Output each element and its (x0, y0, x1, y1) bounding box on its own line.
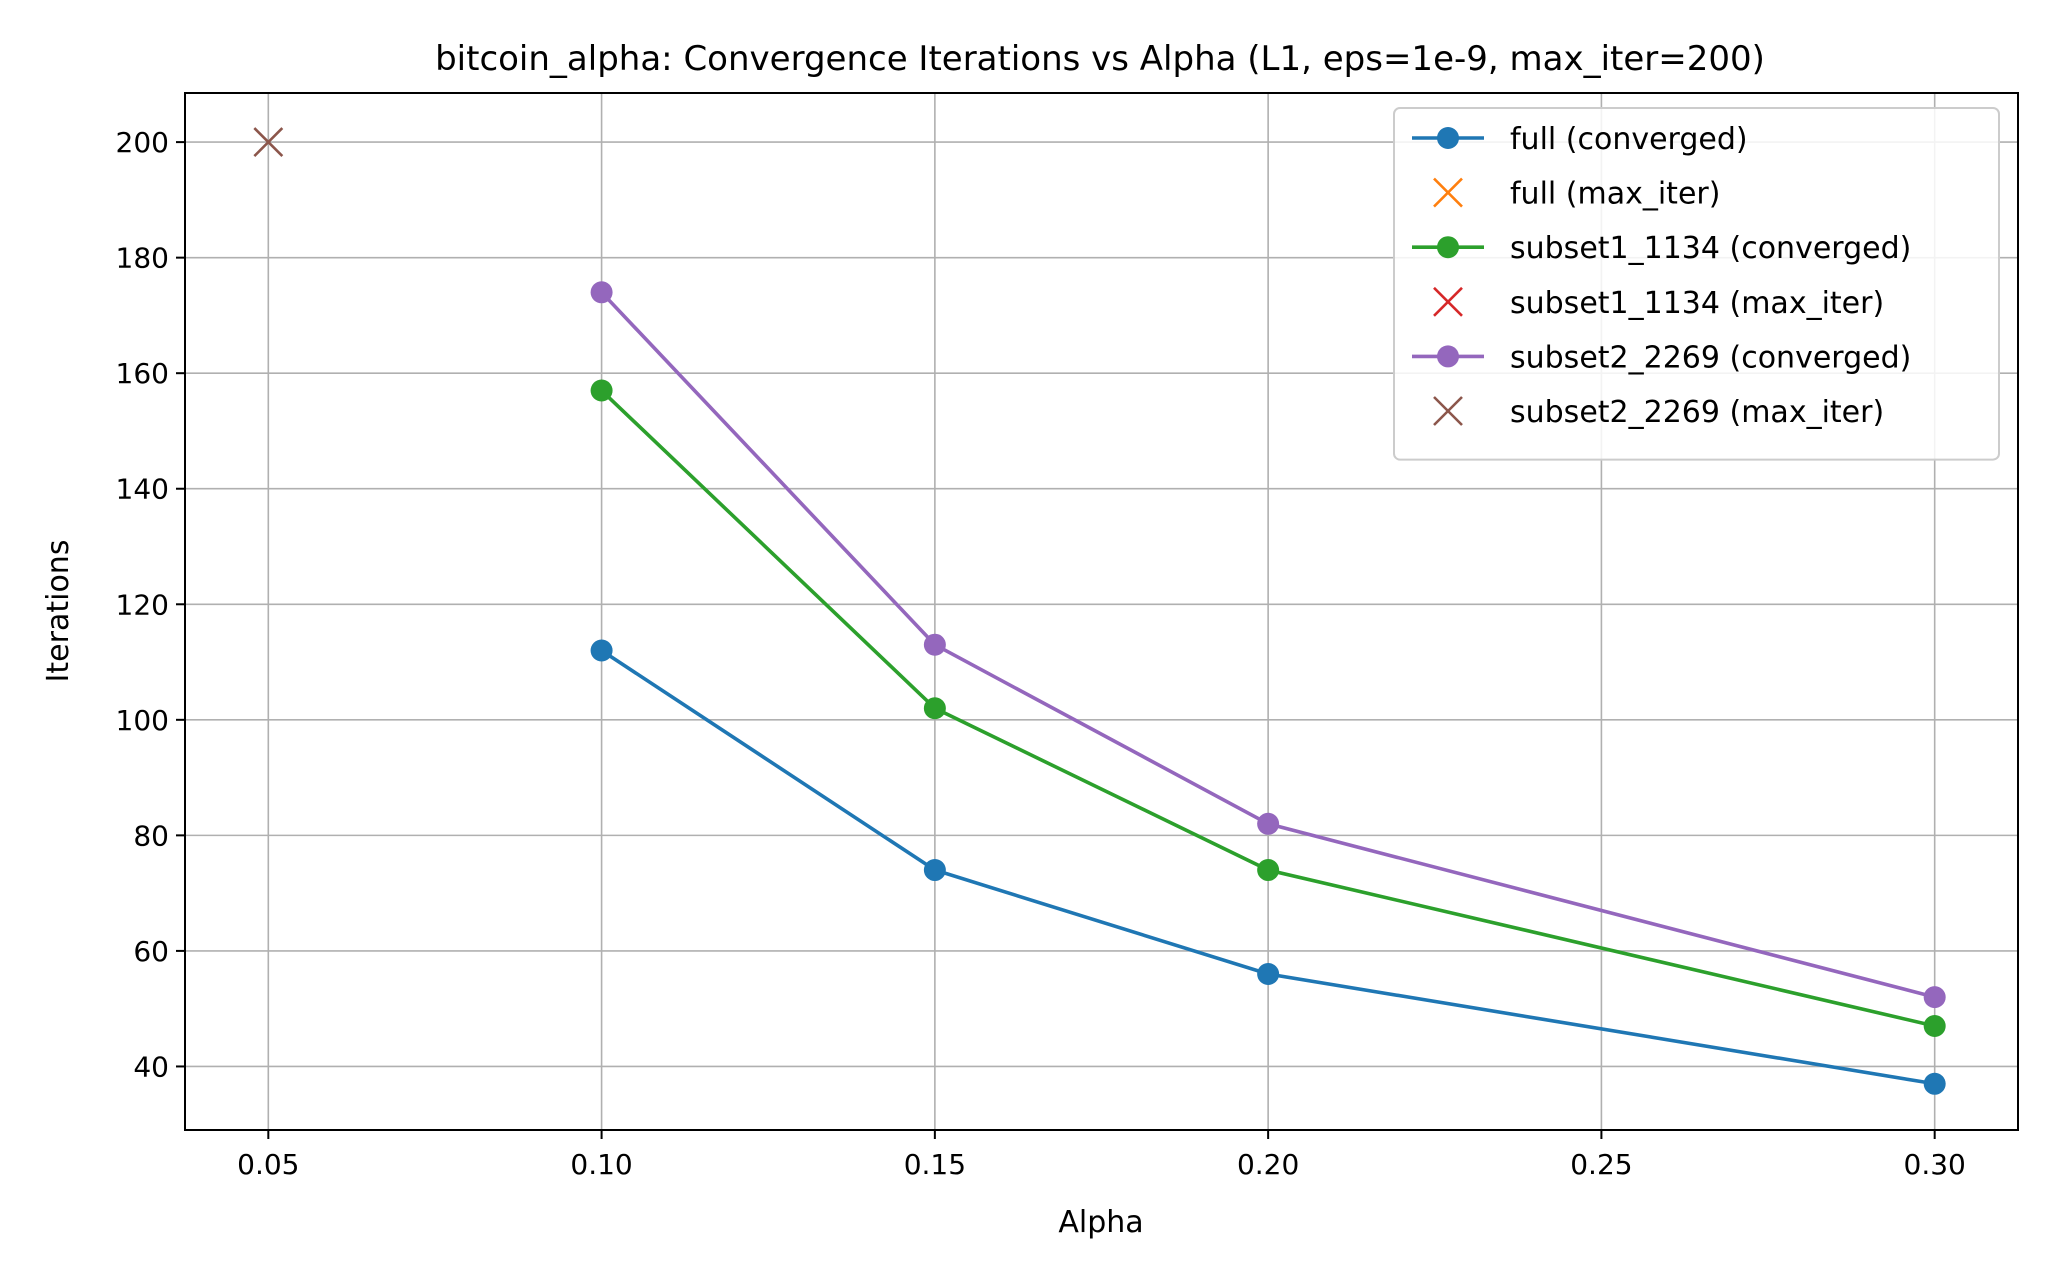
y-tick-label: 160 (116, 357, 169, 390)
y-tick-label: 100 (116, 704, 169, 737)
y-axis-label: Iterations (41, 540, 76, 683)
legend-swatch-marker (1433, 396, 1463, 426)
data-point (590, 379, 613, 402)
legend-swatch-marker (1437, 127, 1459, 149)
y-tick-label: 40 (133, 1050, 169, 1083)
x-axis-ticks: 0.05 0.10 0.15 0.20 0.25 0.30 (237, 1130, 1966, 1181)
legend-label: subset2_2269 (max_iter) (1510, 395, 1884, 430)
series-4 (590, 281, 1946, 1009)
legend-swatch-marker (1433, 286, 1463, 317)
data-point (1257, 859, 1280, 882)
data-point (1257, 963, 1280, 986)
y-tick-label: 80 (133, 819, 169, 852)
x-tick-label: 0.15 (904, 1148, 966, 1181)
y-tick-label: 140 (116, 473, 169, 506)
x-tick-label: 0.30 (1904, 1148, 1966, 1181)
legend-item: subset1_1134 (max_iter) (1433, 286, 1884, 321)
legend-label: subset1_1134 (converged) (1510, 231, 1911, 266)
data-point (1923, 1072, 1946, 1095)
x-tick-label: 0.25 (1570, 1148, 1632, 1181)
legend-swatch-marker (1437, 236, 1459, 259)
x-axis-label: Alpha (1058, 1205, 1143, 1240)
legend-label: full (max_iter) (1510, 177, 1720, 212)
legend-label: subset2_2269 (converged) (1510, 340, 1911, 375)
series-5 (253, 127, 284, 158)
data-point (1257, 812, 1280, 835)
x-tick-label: 0.05 (237, 1148, 299, 1181)
series-2 (590, 379, 1946, 1038)
x-tick-label: 0.20 (1237, 1148, 1299, 1181)
legend-box (1393, 107, 2000, 461)
legend-item: full (max_iter) (1433, 177, 1720, 212)
legend-label: subset1_1134 (max_iter) (1510, 286, 1884, 321)
y-tick-label: 200 (116, 126, 169, 159)
legend: full (converged) full (max_iter) subset1_1… (1393, 107, 2000, 461)
x-tick-label: 0.10 (570, 1148, 632, 1181)
plot-frame (184, 92, 2019, 1131)
y-tick-label: 60 (133, 935, 169, 968)
data-point (1923, 1015, 1946, 1038)
data-point (923, 859, 946, 882)
y-tick-label: 180 (116, 242, 169, 275)
legend-swatch-marker (1437, 345, 1459, 368)
data-point (590, 281, 613, 304)
series-layer (253, 127, 1946, 1095)
data-point (253, 127, 284, 158)
legend-item: subset1_1134 (converged) (1412, 231, 1911, 266)
data-point (590, 639, 613, 662)
legend-swatch-marker (1433, 177, 1463, 208)
grid-lines (185, 93, 2018, 1130)
chart-title: bitcoin_alpha: Convergence Iterations vs… (435, 39, 1765, 79)
data-point (923, 633, 946, 656)
y-tick-label: 120 (116, 588, 169, 621)
y-axis-ticks: 40 60 80 100 120 140 160 180 200 (116, 126, 185, 1083)
legend-item: full (converged) (1412, 122, 1748, 157)
series-line (600, 291, 1936, 999)
legend-item: subset2_2269 (max_iter) (1433, 395, 1884, 430)
series-line (600, 389, 1936, 1028)
series-line (600, 648, 1935, 1086)
legend-item: subset2_2269 (converged) (1412, 340, 1911, 375)
data-point (1923, 986, 1946, 1009)
series-0 (590, 639, 1946, 1095)
data-point (923, 697, 946, 720)
legend-label: full (converged) (1510, 122, 1748, 157)
